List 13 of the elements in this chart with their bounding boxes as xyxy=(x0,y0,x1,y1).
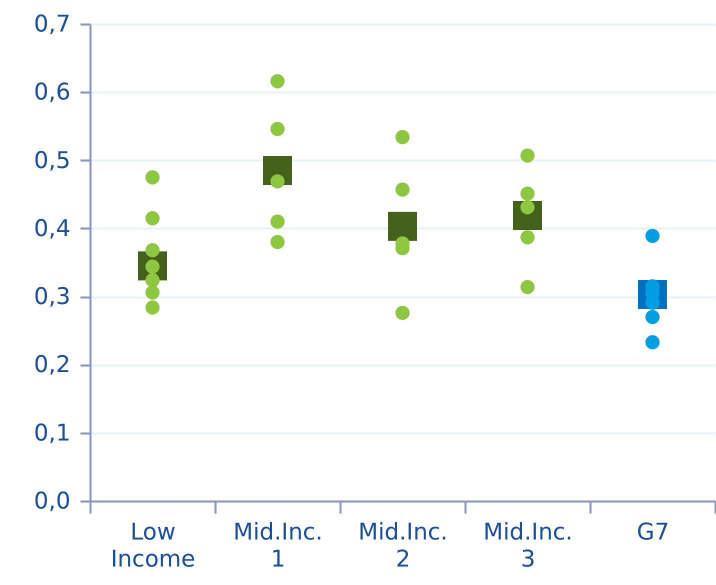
y-tick-label: 0,0 xyxy=(34,488,70,514)
y-tick-label: 0,3 xyxy=(34,284,70,310)
y-tick-label: 0,2 xyxy=(34,352,70,378)
x-tick-label: Low Income xyxy=(110,520,196,572)
x-tick-label: Mid.Inc. 2 xyxy=(358,520,448,572)
y-tick-label: 0,5 xyxy=(34,148,70,174)
y-tick-label: 0,6 xyxy=(34,80,70,106)
y-tick-label: 0,1 xyxy=(34,420,70,446)
x-tick-label: G7 xyxy=(636,520,670,546)
y-tick-label: 0,4 xyxy=(34,216,70,242)
x-tick-label: Mid.Inc. 1 xyxy=(233,520,323,572)
x-tick-label: Mid.Inc. 3 xyxy=(483,520,573,572)
y-tick-label: 0,7 xyxy=(34,12,70,38)
